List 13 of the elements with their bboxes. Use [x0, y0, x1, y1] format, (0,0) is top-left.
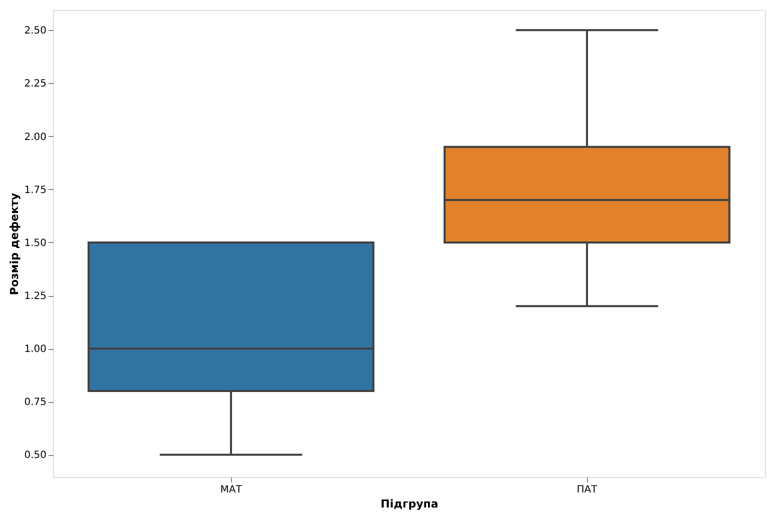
y-axis-title: Розмір дефекту — [8, 192, 22, 296]
x-tick-label: МАТ — [220, 484, 243, 496]
y-tick-label: 2.50 — [24, 26, 46, 37]
y-tick-label: 0.50 — [24, 450, 46, 462]
y-tick-label: 0.75 — [24, 397, 46, 408]
x-axis-title: Підгрупа — [380, 498, 438, 510]
y-tick-label: 1.25 — [24, 291, 46, 302]
x-tick-label: ПАТ — [576, 484, 598, 496]
y-tick-label: 2.00 — [24, 132, 46, 143]
y-tick-label: 1.75 — [24, 184, 46, 196]
y-tick-label: 1.50 — [24, 238, 46, 249]
y-tick-label: 2.25 — [24, 78, 46, 90]
y-tick-label: 1.00 — [24, 344, 46, 356]
